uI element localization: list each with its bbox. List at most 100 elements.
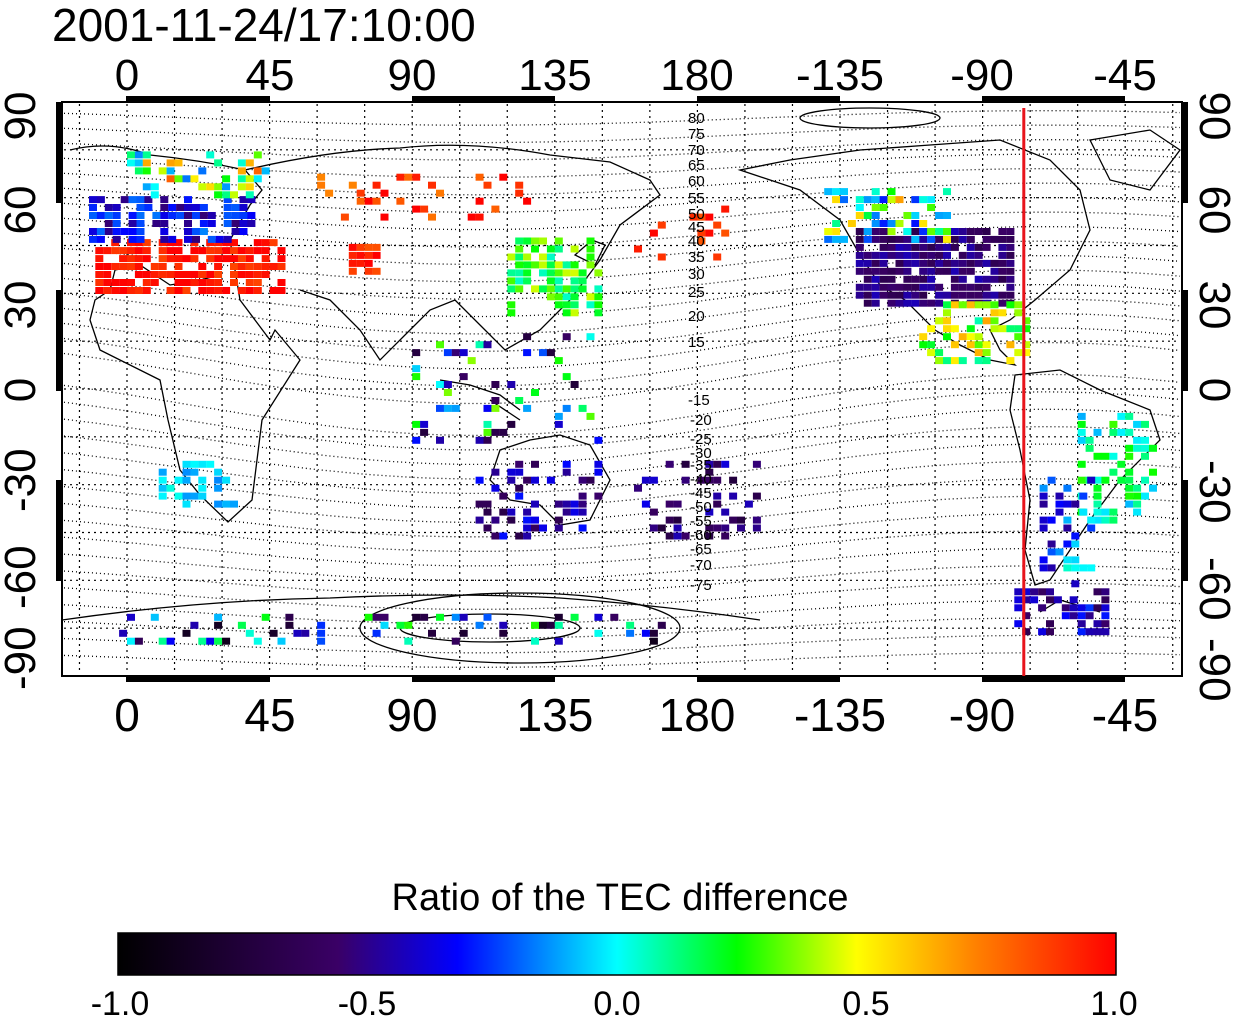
tec-point: [214, 263, 223, 270]
tec-point: [578, 285, 587, 293]
contour-label: 45: [688, 219, 705, 236]
tec-point: [380, 213, 389, 221]
tec-point: [697, 229, 706, 237]
tec-point: [214, 279, 223, 286]
tec-point: [1047, 476, 1056, 484]
tec-point: [570, 301, 579, 309]
tec-point: [136, 220, 145, 227]
tec-point: [1063, 500, 1072, 508]
tec-point: [166, 167, 175, 175]
tec-point: [990, 317, 999, 325]
tec-point: [982, 301, 991, 309]
tec-point: [134, 263, 143, 270]
tec-point: [855, 251, 864, 259]
tec-point: [966, 333, 975, 341]
tec-point: [214, 500, 223, 508]
contour-label: 70: [688, 142, 705, 159]
tec-point: [158, 271, 167, 278]
tec-point: [104, 220, 113, 227]
tec-point: [578, 500, 587, 508]
tec-point: [253, 279, 262, 286]
tec-point: [348, 243, 357, 251]
tec-point: [1125, 500, 1134, 508]
tec-point: [998, 275, 1007, 283]
tec-point: [927, 341, 936, 349]
tec-point: [546, 349, 555, 357]
tec-point: [998, 267, 1007, 275]
tec-point: [1047, 516, 1056, 524]
magnetic-contour: [62, 298, 1181, 352]
tec-point: [253, 263, 262, 270]
tec-point: [950, 341, 959, 349]
tec-point: [1055, 548, 1064, 556]
tec-point: [1141, 476, 1149, 484]
tec-point: [998, 228, 1007, 235]
tec-point: [1069, 604, 1078, 612]
tec-point: [832, 220, 841, 227]
tec-point: [903, 228, 912, 235]
magnetic-contour: [62, 269, 1181, 318]
tec-point: [475, 476, 484, 484]
tec-point: [879, 259, 888, 267]
tec-point: [958, 251, 967, 259]
tec-point: [1085, 604, 1094, 612]
tec-point: [253, 287, 262, 294]
tec-point: [523, 349, 532, 357]
tec-point: [230, 255, 238, 263]
tec-point: [1093, 588, 1102, 596]
tec-point: [1014, 349, 1023, 357]
tec-point: [507, 476, 516, 484]
tec-point: [483, 428, 492, 436]
tec-point: [190, 271, 199, 278]
tec-point: [158, 247, 167, 255]
tec-point: [840, 235, 848, 243]
tec-point: [174, 159, 183, 167]
tec-point: [174, 271, 183, 278]
tec-point: [546, 476, 555, 484]
tec-point: [752, 516, 761, 524]
tec-point: [998, 309, 1007, 317]
tec-point: [198, 460, 207, 468]
tec-point: [245, 271, 254, 278]
tec-point: [943, 291, 951, 299]
magnetic-contour: [62, 373, 1181, 437]
tec-point: [935, 243, 944, 251]
tec-point: [665, 516, 674, 524]
polar-contour: [799, 107, 941, 129]
tec-point: [855, 259, 864, 267]
tec-point: [871, 235, 880, 243]
tec-point: [1014, 333, 1023, 341]
axis-tick-bars: [56, 96, 1188, 682]
tec-point: [372, 629, 381, 637]
tec-point: [364, 613, 373, 621]
tec-point: [752, 460, 761, 468]
tec-point: [570, 277, 579, 285]
tec-point: [111, 263, 120, 270]
tec-point: [721, 460, 730, 468]
tec-point: [610, 613, 619, 621]
colorbar-title: Ratio of the TEC difference: [391, 877, 849, 919]
tec-point: [966, 251, 975, 259]
tec-point: [222, 191, 231, 199]
tec-point: [594, 492, 603, 500]
tec-point: [103, 279, 112, 286]
contour-label: -65: [690, 541, 712, 558]
tec-point: [230, 263, 238, 270]
tec-point: [128, 235, 137, 243]
tec-point: [483, 181, 492, 189]
tec-point: [1006, 283, 1015, 291]
tec-point: [871, 228, 880, 235]
tec-point: [1133, 444, 1142, 452]
tec-point: [863, 283, 872, 291]
tec-point: [111, 279, 120, 286]
tec-point: [919, 243, 928, 251]
tec-point: [443, 404, 452, 412]
tec-point: [919, 299, 928, 307]
tec-point: [721, 229, 730, 237]
tec-point: [199, 220, 208, 227]
tec-point: [919, 235, 928, 243]
tec-point: [554, 269, 563, 277]
tec-point: [895, 251, 904, 259]
tec-point: [222, 175, 231, 183]
